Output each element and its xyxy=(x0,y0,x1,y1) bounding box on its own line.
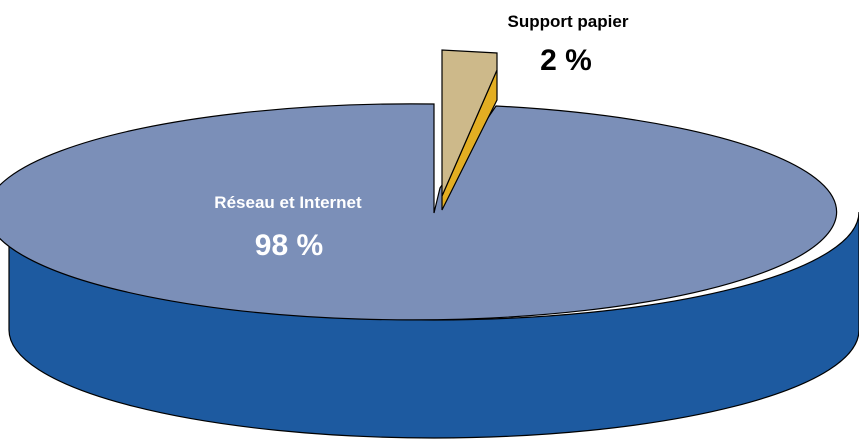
label-papier-name: Support papier xyxy=(508,12,629,31)
label-reseau-name: Réseau et Internet xyxy=(214,193,362,212)
label-reseau-value: 98 % xyxy=(255,229,323,262)
slice-reseau-internet xyxy=(0,103,859,439)
label-papier-value: 2 % xyxy=(540,44,592,77)
slice-papier-top xyxy=(441,49,498,197)
slice-support-papier xyxy=(441,49,498,211)
slice-reseau-top xyxy=(0,103,838,321)
